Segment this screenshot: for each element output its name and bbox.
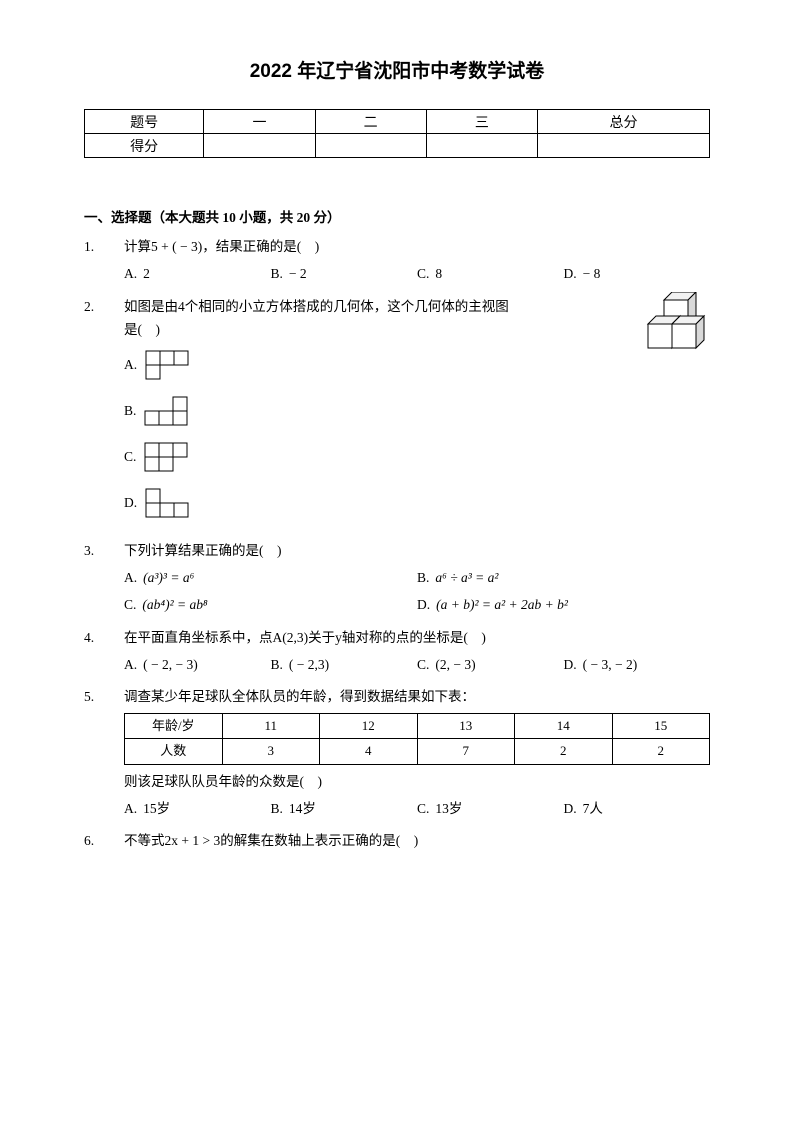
question-3: 3. 下列计算结果正确的是( ) A.(a³)³ = a⁶ B.a⁶ ÷ a³ … (84, 540, 710, 621)
grid-figure-icon (144, 396, 190, 428)
option-b: B.− 2 (271, 263, 418, 286)
score-cell: 得分 (85, 134, 204, 158)
option-c: C.(ab⁴)² = ab⁸ (124, 594, 417, 617)
option-text: (ab⁴)² = ab⁸ (142, 594, 207, 617)
question-text: 下列计算结果正确的是( ) (124, 540, 710, 563)
option-c: C.13岁 (417, 798, 564, 821)
option-d: D.− 8 (564, 263, 711, 286)
question-number: 4. (84, 627, 124, 650)
option-text: ( − 3, − 2) (583, 654, 638, 677)
grid-figure-icon (145, 488, 191, 520)
question-number: 2. (84, 296, 124, 319)
option-c: C. (124, 442, 710, 474)
score-cell-blank (204, 134, 315, 158)
option-d: D.(a + b)² = a² + 2ab + b² (417, 594, 710, 617)
option-text: 15岁 (143, 798, 170, 821)
cube-figure-icon (628, 292, 714, 364)
option-text: 8 (435, 263, 442, 286)
table-cell: 13 (417, 714, 515, 739)
option-text: (2, − 3) (435, 654, 475, 677)
table-cell: 15 (612, 714, 710, 739)
option-letter: B. (124, 400, 136, 423)
option-b: B.( − 2,3) (271, 654, 418, 677)
question-text: 调查某少年足球队全体队员的年龄，得到数据结果如下表： (124, 686, 710, 709)
question-number: 5. (84, 686, 124, 709)
age-data-table: 年龄/岁 11 12 13 14 15 人数 3 4 7 2 2 (124, 713, 710, 764)
score-cell-blank (315, 134, 426, 158)
option-letter: A. (124, 354, 137, 377)
option-a: A. (124, 350, 710, 382)
score-cell: 三 (426, 110, 537, 134)
option-a: A.(a³)³ = a⁶ (124, 567, 417, 590)
score-cell: 二 (315, 110, 426, 134)
table-row: 人数 3 4 7 2 2 (125, 739, 710, 764)
question-6: 6. 不等式2x + 1 > 3的解集在数轴上表示正确的是( ) (84, 830, 710, 853)
option-letter: C. (124, 446, 136, 469)
table-cell: 12 (320, 714, 418, 739)
table-cell: 人数 (125, 739, 223, 764)
option-b: B.a⁶ ÷ a³ = a² (417, 567, 710, 590)
option-d: D.7人 (564, 798, 711, 821)
table-cell: 2 (612, 739, 710, 764)
question-number: 1. (84, 236, 124, 259)
option-text: a⁶ ÷ a³ = a² (435, 567, 498, 590)
score-cell: 一 (204, 110, 315, 134)
option-text: ( − 2,3) (289, 654, 329, 677)
option-b: B. (124, 396, 710, 428)
option-text: 7人 (583, 798, 603, 821)
option-text: − 8 (583, 263, 601, 286)
section-header: 一、选择题（本大题共 10 小题，共 20 分） (84, 206, 710, 226)
table-cell: 4 (320, 739, 418, 764)
table-row: 年龄/岁 11 12 13 14 15 (125, 714, 710, 739)
grid-figure-icon (144, 442, 190, 474)
page-title: 2022 年辽宁省沈阳市中考数学试卷 (84, 56, 710, 83)
question-number: 3. (84, 540, 124, 563)
option-a: A.2 (124, 263, 271, 286)
question-text: 在平面直角坐标系中，点A(2,3)关于y轴对称的点的坐标是( ) (124, 627, 710, 650)
question-text: 不等式2x + 1 > 3的解集在数轴上表示正确的是( ) (124, 830, 710, 853)
table-cell: 年龄/岁 (125, 714, 223, 739)
score-cell: 题号 (85, 110, 204, 134)
question-text-line2: 是( ) (124, 319, 710, 342)
option-a: A.15岁 (124, 798, 271, 821)
option-text: 13岁 (435, 798, 462, 821)
option-text: (a³)³ = a⁶ (143, 567, 194, 590)
option-text: ( − 2, − 3) (143, 654, 198, 677)
score-table-header-row: 题号 一 二 三 总分 (85, 110, 710, 134)
question-1: 1. 计算5 + ( − 3)，结果正确的是( ) A.2 B.− 2 C.8 … (84, 236, 710, 290)
option-text: 2 (143, 263, 150, 286)
option-text: 14岁 (289, 798, 316, 821)
table-cell: 11 (222, 714, 320, 739)
question-4: 4. 在平面直角坐标系中，点A(2,3)关于y轴对称的点的坐标是( ) A.( … (84, 627, 710, 681)
option-text: (a + b)² = a² + 2ab + b² (436, 594, 568, 617)
option-d: D. (124, 488, 710, 520)
option-letter: D. (124, 492, 137, 515)
question-5: 5. 调查某少年足球队全体队员的年龄，得到数据结果如下表： 年龄/岁 11 12… (84, 686, 710, 824)
option-b: B.14岁 (271, 798, 418, 821)
table-cell: 3 (222, 739, 320, 764)
question-text-line1: 如图是由4个相同的小立方体搭成的几何体，这个几何体的主视图 (124, 296, 710, 319)
option-d: D.( − 3, − 2) (564, 654, 711, 677)
score-cell: 总分 (538, 110, 710, 134)
option-a: A.( − 2, − 3) (124, 654, 271, 677)
question-2: 2. 如图是由4个相同的小立方体搭成的几何体，这个几何体的主视图 是( ) (84, 296, 710, 534)
question-number: 6. (84, 830, 124, 853)
table-cell: 7 (417, 739, 515, 764)
option-text: − 2 (289, 263, 307, 286)
grid-figure-icon (145, 350, 191, 382)
score-cell-blank (426, 134, 537, 158)
option-c: C.(2, − 3) (417, 654, 564, 677)
option-c: C.8 (417, 263, 564, 286)
score-cell-blank (538, 134, 710, 158)
question-text: 计算5 + ( − 3)，结果正确的是( ) (124, 236, 710, 259)
table-cell: 2 (515, 739, 613, 764)
score-table-score-row: 得分 (85, 134, 710, 158)
table-cell: 14 (515, 714, 613, 739)
question-after-text: 则该足球队队员年龄的众数是( ) (124, 771, 710, 794)
score-table: 题号 一 二 三 总分 得分 (84, 109, 710, 158)
exam-page: 2022 年辽宁省沈阳市中考数学试卷 题号 一 二 三 总分 得分 一、选择题（… (0, 0, 794, 899)
